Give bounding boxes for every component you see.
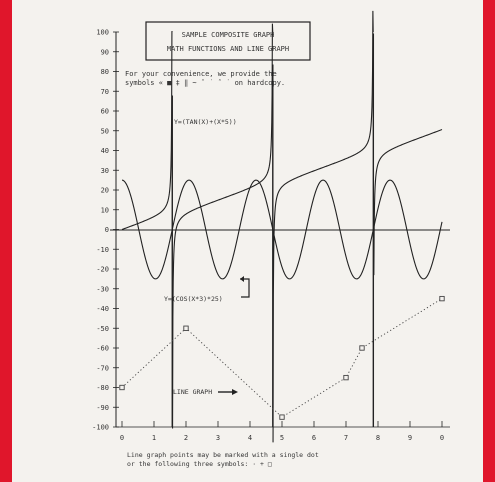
y-tick-label: -40 (96, 305, 109, 313)
chart-title-line-2: MATH FUNCTIONS AND LINE GRAPH (167, 45, 289, 53)
x-tick-label: 2 (184, 434, 188, 442)
tan-series-curve (121, 10, 443, 443)
x-tick-label: 0 (120, 434, 124, 442)
line-graph-point (183, 325, 189, 331)
x-tick-label: 7 (344, 434, 348, 442)
y-tick-label: 10 (101, 206, 109, 214)
title-box (145, 21, 311, 61)
line-graph-label: LINE GRAPH (173, 388, 212, 396)
x-tick-label: 4 (248, 434, 252, 442)
y-tick-label: 50 (101, 127, 109, 135)
y-tick-label: 30 (101, 167, 109, 175)
note-line-2: symbols « ■ ‡ ‖ ~ ˆ ˙ ˆ ˙ on hardcopy. (125, 79, 285, 87)
footer-line-1: Line graph points may be marked with a s… (127, 451, 319, 459)
cos-label-arrowhead (240, 276, 244, 282)
y-tick-label: -20 (96, 266, 109, 274)
y-tick-label: -30 (96, 285, 109, 293)
y-tick-label: 100 (96, 29, 109, 37)
y-tick-label: -50 (96, 325, 109, 333)
cos-series-curve (121, 179, 443, 280)
y-tick-label: 60 (101, 108, 109, 116)
line-graph-point (439, 295, 445, 302)
y-tick-label: 70 (101, 88, 109, 96)
line-graph-point (359, 345, 365, 351)
series-layer (119, 10, 445, 443)
y-tick-label: -100 (92, 424, 109, 432)
cos-label-pointer (240, 278, 250, 298)
line-graph-point (279, 414, 285, 420)
line-graph-arrowhead (232, 389, 238, 395)
line-graph-point (343, 374, 349, 381)
x-tick-label: 0 (440, 434, 444, 442)
x-tick-label: 8 (376, 434, 380, 442)
note-line-1: For your convenience, we provide the (125, 70, 277, 78)
chart-frame: SAMPLE COMPOSITE GRAPH MATH FUNCTIONS AN… (12, 0, 483, 482)
line-graph-path (121, 298, 443, 418)
chart-title-line-1: SAMPLE COMPOSITE GRAPH (182, 31, 275, 39)
y-tick-label: 20 (101, 187, 109, 195)
composite-chart: SAMPLE COMPOSITE GRAPH MATH FUNCTIONS AN… (92, 10, 450, 468)
x-tick-label: 6 (312, 434, 316, 442)
x-tick-label: 9 (408, 434, 412, 442)
y-tick-label: 0 (105, 226, 109, 234)
y-tick-label: -60 (96, 345, 109, 353)
y-tick-label: -70 (96, 364, 109, 372)
footer-line-2: or the following three symbols: · + □ (127, 460, 272, 468)
x-tick-label: 5 (280, 434, 284, 442)
x-axis-ticks: 0 1 2 3 4 5 6 7 8 9 0 (120, 421, 444, 442)
tan-series-label: Y=(TAN(X)+(X*5)) (174, 118, 237, 126)
y-tick-label: 90 (101, 48, 109, 56)
x-tick-label: 3 (216, 434, 220, 442)
x-tick-label: 1 (152, 434, 156, 442)
line-graph-point (119, 384, 125, 391)
y-tick-label: 80 (101, 68, 109, 76)
y-tick-label: -90 (96, 404, 109, 412)
y-tick-label: -10 (96, 246, 109, 254)
y-tick-label: 40 (101, 147, 109, 155)
y-axis-ticks: 1009080706050403020100-10-20-30-40-50-60… (92, 29, 119, 432)
cos-series-label: Y=(COS(X*3)*25) (164, 295, 223, 303)
y-tick-label: -80 (96, 384, 109, 392)
